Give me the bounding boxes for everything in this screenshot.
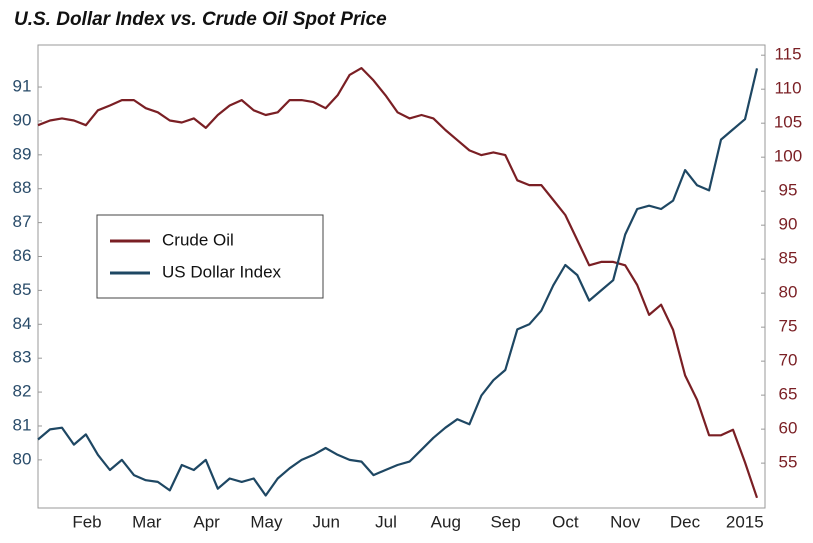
- x-tick-label: Oct: [552, 512, 579, 531]
- legend-label: Crude Oil: [162, 230, 234, 249]
- x-tick-label: Feb: [72, 512, 101, 531]
- x-tick-label: Jul: [375, 512, 397, 531]
- series-line: [37, 67, 759, 499]
- x-tick-label: Nov: [610, 512, 641, 531]
- y-tick-label: 90: [13, 110, 32, 129]
- legend: Crude Oil US Dollar Index: [96, 214, 324, 299]
- plot-frame: [37, 44, 766, 509]
- y-tick-label: 91: [13, 77, 32, 96]
- x-tick-label: Jun: [312, 512, 339, 531]
- y2-tick-label: 110: [774, 79, 801, 98]
- y2-tick-label: 115: [774, 45, 801, 64]
- y-tick-label: 87: [13, 212, 32, 231]
- x-tick-label: 2015: [726, 512, 764, 531]
- y2-tick-label: 75: [779, 317, 798, 336]
- legend-label: US Dollar Index: [162, 262, 282, 281]
- y-tick-label: 85: [13, 280, 32, 299]
- x-tick-label: Dec: [670, 512, 701, 531]
- y2-tick-label: 100: [774, 147, 802, 166]
- x-tick-label: Sep: [490, 512, 520, 531]
- y-tick-label: 88: [13, 178, 32, 197]
- y-tick-label: 82: [13, 382, 32, 401]
- x-tick-label: Apr: [193, 512, 220, 531]
- y-tick-label: 86: [13, 246, 32, 265]
- y2-tick-label: 85: [779, 249, 798, 268]
- y2-tick-label: 65: [779, 385, 798, 404]
- y2-tick-label: 60: [779, 419, 798, 438]
- y2-tick-label: 70: [779, 351, 798, 370]
- legend-box: [96, 214, 324, 299]
- y-tick-label: 80: [13, 449, 32, 468]
- y-tick-label: 83: [13, 348, 32, 367]
- chart-title: U.S. Dollar Index vs. Crude Oil Spot Pri…: [14, 9, 387, 30]
- y2-tick-label: 95: [779, 181, 798, 200]
- y-tick-label: 81: [13, 415, 32, 434]
- x-tick-label: May: [250, 512, 283, 531]
- series-line: [37, 68, 759, 497]
- x-tick-label: Aug: [431, 512, 461, 531]
- y2-tick-label: 90: [779, 215, 798, 234]
- x-tick-label: Mar: [132, 512, 162, 531]
- y2-tick-label: 55: [779, 453, 798, 472]
- y2-tick-label: 105: [774, 113, 802, 132]
- y-tick-label: 84: [13, 314, 32, 333]
- y2-tick-label: 80: [779, 283, 798, 302]
- y-tick-label: 89: [13, 144, 32, 163]
